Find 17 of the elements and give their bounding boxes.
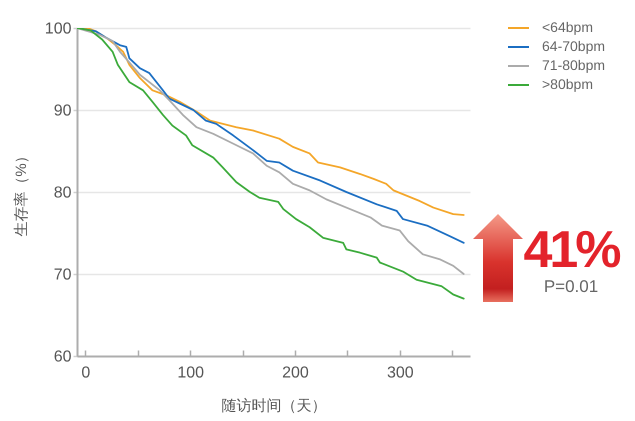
x-tick-label: 100 bbox=[177, 364, 204, 382]
y-tick-label: 60 bbox=[54, 348, 72, 366]
legend-label: 64-70bpm bbox=[542, 38, 606, 54]
y-tick-label: 70 bbox=[54, 266, 72, 284]
x-tick-label: 300 bbox=[386, 364, 414, 382]
y-axis-title: 生存率（%） bbox=[12, 148, 30, 237]
text: P=0.01 bbox=[544, 277, 598, 296]
x-axis-title: 随访时间（天） bbox=[222, 398, 326, 414]
legend-label: 71-80bpm bbox=[542, 57, 606, 73]
y-tick-label: 90 bbox=[54, 102, 72, 120]
text: 41% bbox=[523, 221, 620, 279]
legend-label: <64bpm bbox=[542, 19, 593, 35]
y-tick-label: 100 bbox=[44, 20, 72, 38]
x-tick-label: 200 bbox=[282, 364, 309, 382]
y-tick-label: 80 bbox=[54, 184, 72, 202]
x-tick-label: 0 bbox=[81, 364, 90, 382]
legend-label: >80bpm bbox=[542, 76, 593, 92]
